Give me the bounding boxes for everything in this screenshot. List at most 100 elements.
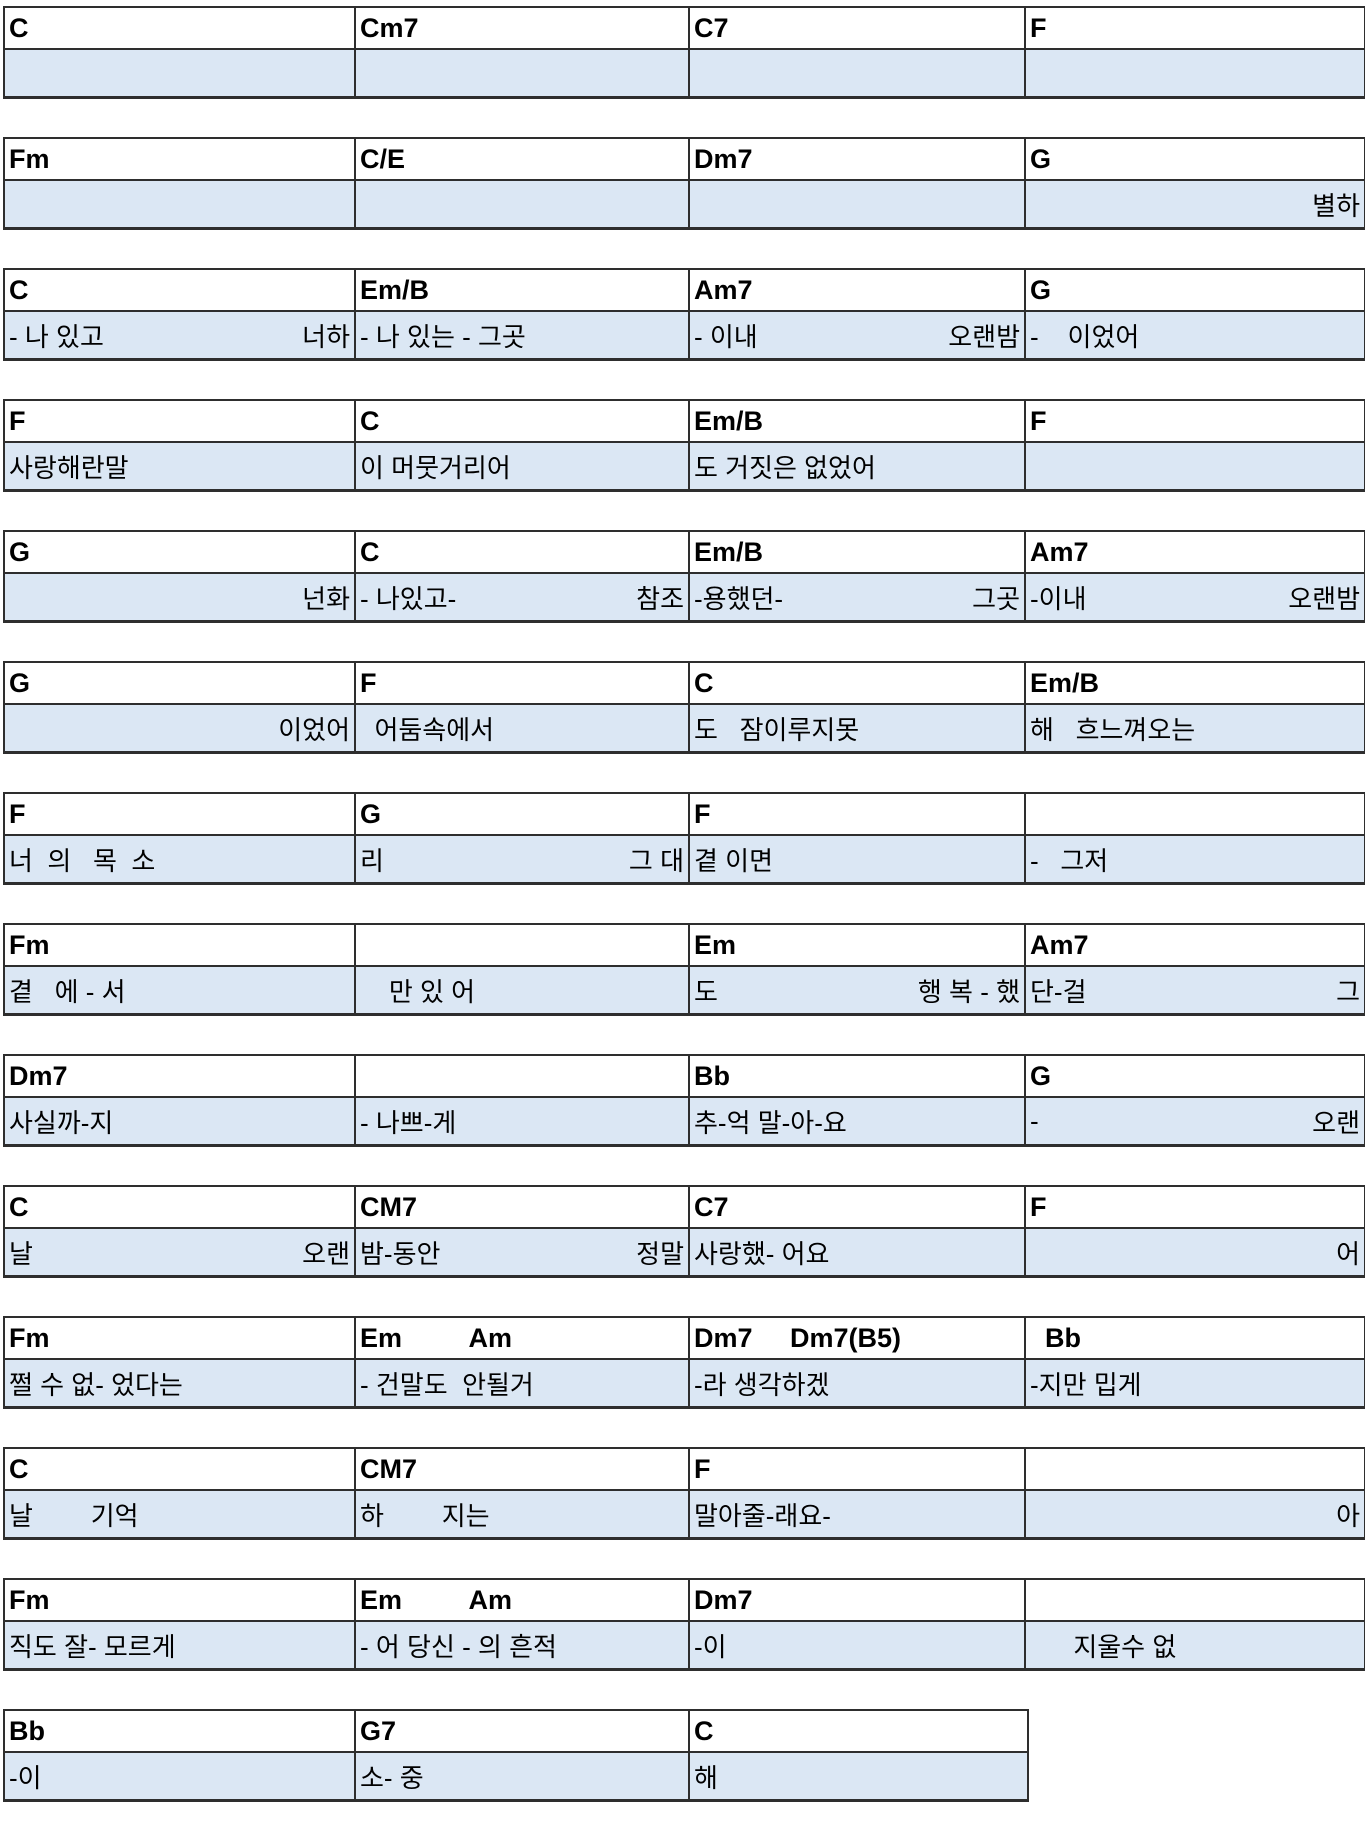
chord-label: C7 bbox=[690, 8, 1024, 48]
lyric-text-right: 참조 bbox=[636, 583, 684, 614]
bar-row: G 이었어 F 어둠속에서 C 도 잠이루지못 Em/B 해 흐느껴오는 bbox=[3, 661, 1365, 754]
lyric-line: 쩔 수 없- 었다는 bbox=[5, 1358, 354, 1406]
lyric-line: -지만 밉게 bbox=[1026, 1358, 1364, 1406]
bar-cell: Dm7 bbox=[690, 139, 1026, 227]
bar-cell: F 어둠속에서 bbox=[356, 663, 690, 751]
lyric-line: 말아줄-래요- bbox=[690, 1489, 1024, 1537]
chord-label: CM7 bbox=[356, 1187, 688, 1227]
chord-label: Dm7 bbox=[690, 139, 1024, 179]
bar-cell: F 사랑해란말 bbox=[5, 401, 356, 489]
lyric-text-right: 그 대 bbox=[628, 845, 684, 876]
bar-cell: Fm 직도 잘- 모르게 bbox=[5, 1580, 356, 1668]
chord-label: Em Am bbox=[356, 1580, 688, 1620]
lyric-line: - 오랜 bbox=[1026, 1096, 1364, 1144]
lyric-line: 아 bbox=[1026, 1489, 1364, 1537]
lyric-text: 사랑해란말 bbox=[9, 452, 129, 483]
lyric-text: - 건말도 안될거 bbox=[360, 1369, 534, 1400]
lyric-line: 하 지는 bbox=[356, 1489, 688, 1537]
bar-cell: 아 bbox=[1026, 1449, 1364, 1537]
lyric-text: 지울수 없 bbox=[1030, 1631, 1177, 1662]
lyric-line bbox=[5, 48, 354, 96]
bar-cell: C 도 잠이루지못 bbox=[690, 663, 1026, 751]
lyric-text-right: 정말 bbox=[636, 1238, 684, 1269]
chord-label: F bbox=[1026, 1187, 1364, 1227]
chord-label: Cm7 bbox=[356, 8, 688, 48]
chord-label: C bbox=[690, 1711, 1027, 1751]
lyric-line: 사랑했- 어요 bbox=[690, 1227, 1024, 1275]
chord-label: G bbox=[5, 663, 354, 703]
lyric-line: -이 bbox=[5, 1751, 354, 1799]
chord-label bbox=[356, 925, 688, 965]
bar-cell: F 말아줄-래요- bbox=[690, 1449, 1026, 1537]
lyric-line: - 이내 오랜밤 bbox=[690, 310, 1024, 358]
lyric-line: - 그저 bbox=[1026, 834, 1364, 882]
bar-cell: C7 bbox=[690, 8, 1026, 96]
lyric-text: 곁 에 - 서 bbox=[9, 976, 126, 1007]
lyric-line: 어 bbox=[1026, 1227, 1364, 1275]
lyric-line bbox=[5, 179, 354, 227]
lyric-line: 지울수 없 bbox=[1026, 1620, 1364, 1668]
lyric-line: 밤-동안 정말 bbox=[356, 1227, 688, 1275]
chord-label: C bbox=[356, 401, 688, 441]
bar-cell: Am7 - 이내 오랜밤 bbox=[690, 270, 1026, 358]
lyric-line: - 나 있는 - 그곳 bbox=[356, 310, 688, 358]
bar-cell: Am7 -이내 오랜밤 bbox=[1026, 532, 1364, 620]
bar-cell: G 넌화 bbox=[5, 532, 356, 620]
bar-cell: Bb -지만 밉게 bbox=[1026, 1318, 1364, 1406]
bar-row: Fm C/E Dm7 G 별하 bbox=[3, 137, 1365, 230]
lyric-line: 이 머뭇거리어 bbox=[356, 441, 688, 489]
chord-label: G bbox=[5, 532, 354, 572]
lyric-line: 넌화 bbox=[5, 572, 354, 620]
lyric-line: -라 생각하겠 bbox=[690, 1358, 1024, 1406]
lyric-line: 어둠속에서 bbox=[356, 703, 688, 751]
lyric-text-right: 오랜 bbox=[1312, 1107, 1360, 1138]
lyric-text: 소- 중 bbox=[360, 1762, 424, 1793]
lyric-text: - 어 당신 - 의 흔적 bbox=[360, 1631, 557, 1662]
lyric-text-right: 아 bbox=[1336, 1500, 1360, 1531]
lyric-line: 만 있 어 bbox=[356, 965, 688, 1013]
lyric-line: - 나있고- 참조 bbox=[356, 572, 688, 620]
lyric-text: 어둠속에서 bbox=[360, 714, 495, 745]
lyric-text: -이 bbox=[694, 1631, 727, 1662]
bar-cell: G 별하 bbox=[1026, 139, 1364, 227]
lyric-text: 날 bbox=[9, 1238, 33, 1269]
lyric-line: 도 잠이루지못 bbox=[690, 703, 1024, 751]
lyric-line: 사실까-지 bbox=[5, 1096, 354, 1144]
lyric-line: 사랑해란말 bbox=[5, 441, 354, 489]
chord-label: F bbox=[1026, 8, 1364, 48]
lyric-text: 사랑했- 어요 bbox=[694, 1238, 830, 1269]
lyric-text: 리 bbox=[360, 845, 384, 876]
bar-row: Fm 곁 에 - 서 만 있 어 Em 도 행 복 - 했 Am7 단-걸 그 bbox=[3, 923, 1365, 1016]
chord-label: F bbox=[690, 794, 1024, 834]
chord-label: Em Am bbox=[356, 1318, 688, 1358]
bar-cell: C 날 오랜 bbox=[5, 1187, 356, 1275]
lyric-line: 곁 에 - 서 bbox=[5, 965, 354, 1013]
chord-label: G bbox=[356, 794, 688, 834]
chord-label: G bbox=[1026, 1056, 1364, 1096]
lyric-text: 단-걸 bbox=[1030, 976, 1087, 1007]
lyric-line: - 나 있고 너하 bbox=[5, 310, 354, 358]
chord-label: F bbox=[356, 663, 688, 703]
chord-label: Am7 bbox=[1026, 532, 1364, 572]
chord-label: Bb bbox=[5, 1711, 354, 1751]
lyric-text-right: 오랜밤 bbox=[1288, 583, 1360, 614]
lyric-line: -용했던- 그곳 bbox=[690, 572, 1024, 620]
bar-cell: F 곁 이면 bbox=[690, 794, 1026, 882]
bar-cell: Fm 쩔 수 없- 었다는 bbox=[5, 1318, 356, 1406]
bar-row: G 넌화 C - 나있고- 참조 Em/B -용했던- 그곳 Am7 -이내 오랜밤 bbox=[3, 530, 1365, 623]
chord-label: Dm7 bbox=[690, 1580, 1024, 1620]
lyric-line bbox=[356, 179, 688, 227]
chord-label: C7 bbox=[690, 1187, 1024, 1227]
chord-label: Em/B bbox=[690, 532, 1024, 572]
lyric-text: - 이었어 bbox=[1030, 321, 1140, 352]
chord-label: C bbox=[5, 270, 354, 310]
chord-label: Em/B bbox=[690, 401, 1024, 441]
lyric-text-right: 행 복 - 했 bbox=[917, 976, 1020, 1007]
chord-label: Fm bbox=[5, 139, 354, 179]
bar-cell: Em Am - 어 당신 - 의 흔적 bbox=[356, 1580, 690, 1668]
lyric-text-right: 오랜밤 bbox=[948, 321, 1020, 352]
